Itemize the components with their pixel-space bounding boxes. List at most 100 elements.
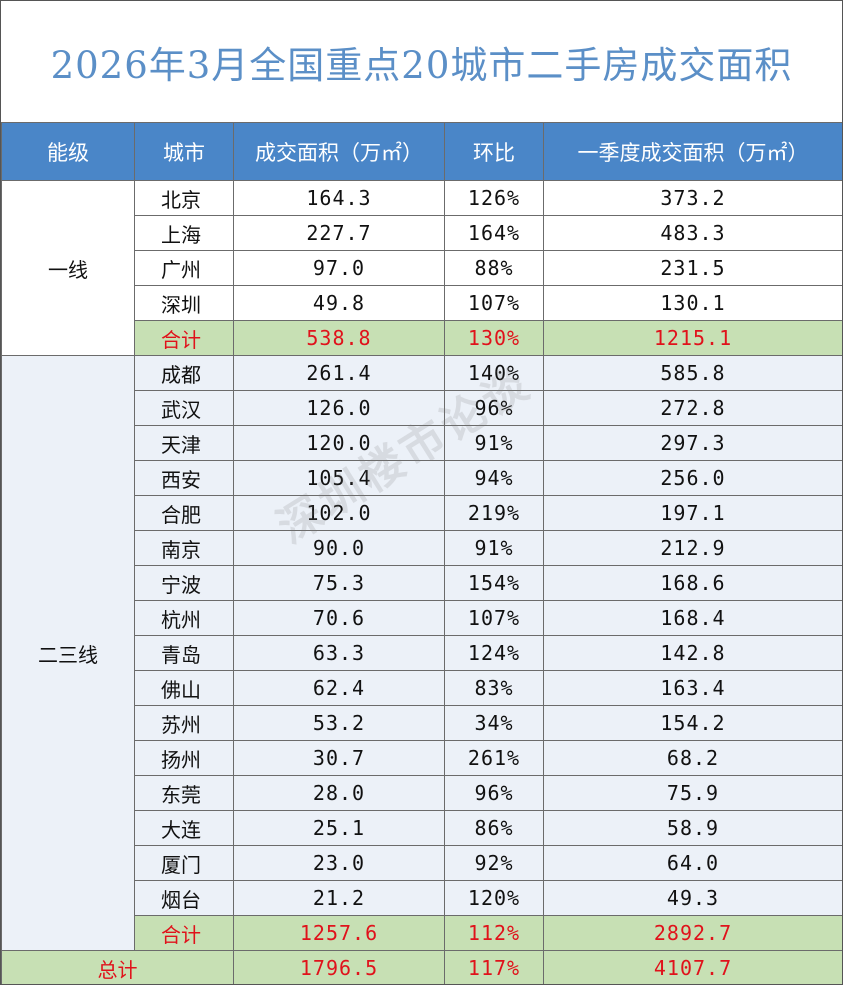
tier-cell: 二三线	[1, 355, 135, 951]
city-cell: 大连	[134, 810, 234, 846]
total-area: 1796.5	[233, 950, 445, 984]
area-cell: 49.8	[233, 285, 445, 321]
q1-area-cell: 68.2	[543, 740, 842, 776]
area-cell: 227.7	[233, 215, 445, 251]
mom-cell: 96%	[444, 390, 544, 426]
area-cell: 53.2	[233, 705, 445, 741]
table-row: 烟台 21.2 120% 49.3	[2, 880, 842, 916]
subtotal-area: 1257.6	[233, 915, 445, 951]
city-cell: 烟台	[134, 880, 234, 916]
table-row: 武汉 126.0 96% 272.8	[2, 390, 842, 426]
city-cell: 青岛	[134, 635, 234, 671]
mom-cell: 124%	[444, 635, 544, 671]
city-cell: 深圳	[134, 285, 234, 321]
q1-area-cell: 297.3	[543, 425, 842, 461]
city-cell: 南京	[134, 530, 234, 566]
subtotal-label: 合计	[134, 915, 234, 951]
header-tier: 能级	[1, 122, 135, 181]
subtotal-q1-area: 1215.1	[543, 320, 842, 356]
mom-cell: 96%	[444, 775, 544, 811]
mom-cell: 154%	[444, 565, 544, 601]
mom-cell: 164%	[444, 215, 544, 251]
area-cell: 164.3	[233, 180, 445, 216]
table-row: 佛山 62.4 83% 163.4	[2, 670, 842, 706]
area-cell: 97.0	[233, 250, 445, 286]
q1-area-cell: 197.1	[543, 495, 842, 531]
city-cell: 苏州	[134, 705, 234, 741]
mom-cell: 86%	[444, 810, 544, 846]
city-cell: 厦门	[134, 845, 234, 881]
city-cell: 广州	[134, 250, 234, 286]
table-row: 杭州 70.6 107% 168.4	[2, 600, 842, 636]
area-cell: 102.0	[233, 495, 445, 531]
mom-cell: 94%	[444, 460, 544, 496]
area-cell: 120.0	[233, 425, 445, 461]
city-cell: 扬州	[134, 740, 234, 776]
tier-cell: 一线	[1, 180, 135, 356]
page-title: 2026年3月全国重点20城市二手房成交面积	[50, 43, 793, 87]
table-row: 二三线 成都 261.4 140% 585.8	[1, 355, 842, 951]
total-mom: 117%	[444, 950, 544, 984]
area-cell: 21.2	[233, 880, 445, 916]
total-label: 总计	[1, 950, 234, 984]
q1-area-cell: 142.8	[543, 635, 842, 671]
table-row: 扬州 30.7 261% 68.2	[2, 740, 842, 776]
table-row: 广州 97.0 88% 231.5	[2, 250, 842, 286]
mom-cell: 91%	[444, 425, 544, 461]
area-cell: 70.6	[233, 600, 445, 636]
total-row: 总计 1796.5 117% 4107.7	[1, 950, 842, 984]
q1-area-cell: 168.4	[543, 600, 842, 636]
subtotal-row: 合计 1257.6 112% 2892.7	[2, 915, 842, 951]
q1-area-cell: 58.9	[543, 810, 842, 846]
city-cell: 成都	[134, 355, 234, 391]
mom-cell: 91%	[444, 530, 544, 566]
table-row: 青岛 63.3 124% 142.8	[2, 635, 842, 671]
city-cell: 东莞	[134, 775, 234, 811]
table-row: 东莞 28.0 96% 75.9	[2, 775, 842, 811]
q1-area-cell: 154.2	[543, 705, 842, 741]
data-table: 能级 城市 成交面积（万㎡） 环比 一季度成交面积（万㎡） 一线 北京 164.3 1…	[1, 122, 842, 984]
mom-cell: 34%	[444, 705, 544, 741]
table-row: 大连 25.1 86% 58.9	[2, 810, 842, 846]
area-cell: 261.4	[233, 355, 445, 391]
mom-cell: 120%	[444, 880, 544, 916]
city-cell: 上海	[134, 215, 234, 251]
q1-area-cell: 256.0	[543, 460, 842, 496]
table-row: 西安 105.4 94% 256.0	[2, 460, 842, 496]
city-cell: 杭州	[134, 600, 234, 636]
city-cell: 佛山	[134, 670, 234, 706]
city-cell: 西安	[134, 460, 234, 496]
header-area: 成交面积（万㎡）	[233, 122, 445, 181]
area-cell: 23.0	[233, 845, 445, 881]
subtotal-mom: 130%	[444, 320, 544, 356]
table-row: 上海 227.7 164% 483.3	[2, 215, 842, 251]
city-cell: 天津	[134, 425, 234, 461]
city-cell: 武汉	[134, 390, 234, 426]
subtotal-mom: 112%	[444, 915, 544, 951]
subtotal-q1-area: 2892.7	[543, 915, 842, 951]
q1-area-cell: 75.9	[543, 775, 842, 811]
header-mom: 环比	[444, 122, 544, 181]
city-cell: 北京	[134, 180, 234, 216]
mom-cell: 107%	[444, 285, 544, 321]
mom-cell: 126%	[444, 180, 544, 216]
area-cell: 105.4	[233, 460, 445, 496]
table-row: 苏州 53.2 34% 154.2	[2, 705, 842, 741]
q1-area-cell: 163.4	[543, 670, 842, 706]
header-row: 能级 城市 成交面积（万㎡） 环比 一季度成交面积（万㎡）	[1, 122, 842, 181]
total-q1-area: 4107.7	[543, 950, 842, 984]
table-row: 合肥 102.0 219% 197.1	[2, 495, 842, 531]
q1-area-cell: 212.9	[543, 530, 842, 566]
area-cell: 63.3	[233, 635, 445, 671]
mom-cell: 140%	[444, 355, 544, 391]
area-cell: 30.7	[233, 740, 445, 776]
mom-cell: 83%	[444, 670, 544, 706]
q1-area-cell: 373.2	[543, 180, 842, 216]
mom-cell: 261%	[444, 740, 544, 776]
q1-area-cell: 64.0	[543, 845, 842, 881]
area-cell: 75.3	[233, 565, 445, 601]
city-cell: 宁波	[134, 565, 234, 601]
area-cell: 62.4	[233, 670, 445, 706]
q1-area-cell: 231.5	[543, 250, 842, 286]
